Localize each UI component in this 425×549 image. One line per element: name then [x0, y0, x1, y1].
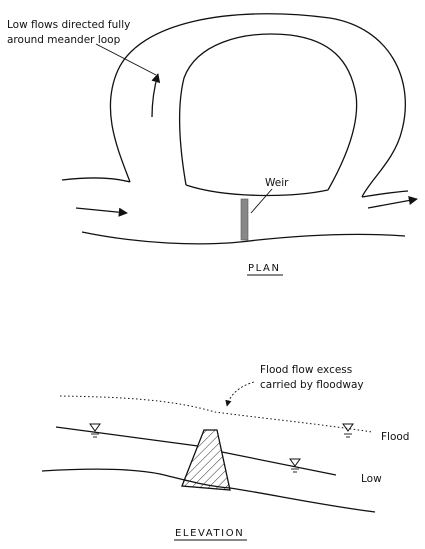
- loop-annotation-line2: around meander loop: [7, 34, 121, 46]
- floodway-annotation-line1: Flood flow excess: [260, 364, 352, 376]
- weir-label: Weir: [265, 177, 289, 189]
- water-surface-downstream: [222, 452, 336, 475]
- inflow-arrow: [76, 208, 127, 213]
- channel-upper-bank: [62, 178, 408, 197]
- plan-caption: PLAN: [248, 263, 281, 274]
- weir-plan: [241, 199, 248, 240]
- loop-flow-arrow: [152, 74, 158, 117]
- outflow-arrow: [368, 199, 417, 208]
- floodway-leader: [227, 382, 254, 406]
- weir-section: [182, 430, 230, 490]
- elevation-view: Flood flow excess carried by floodway Fl…: [42, 364, 409, 540]
- water-level-symbol-upstream: [90, 424, 100, 437]
- plan-view: Low flows directed fully around meander …: [7, 14, 417, 275]
- water-surface-upstream: [56, 427, 198, 446]
- flood-water-surface: [60, 396, 372, 432]
- loop-annotation-leader: [96, 44, 156, 75]
- water-level-symbol-flood: [343, 424, 353, 437]
- meander-inner-bank: [180, 34, 357, 190]
- low-label: Low: [361, 473, 382, 485]
- weir-leader: [251, 189, 272, 213]
- flood-label: Flood: [381, 431, 409, 443]
- loop-annotation-line1: Low flows directed fully: [7, 19, 130, 31]
- meander-outer-bank: [110, 14, 405, 197]
- floodway-annotation-line2: carried by floodway: [260, 379, 364, 391]
- elevation-caption: ELEVATION: [175, 528, 244, 539]
